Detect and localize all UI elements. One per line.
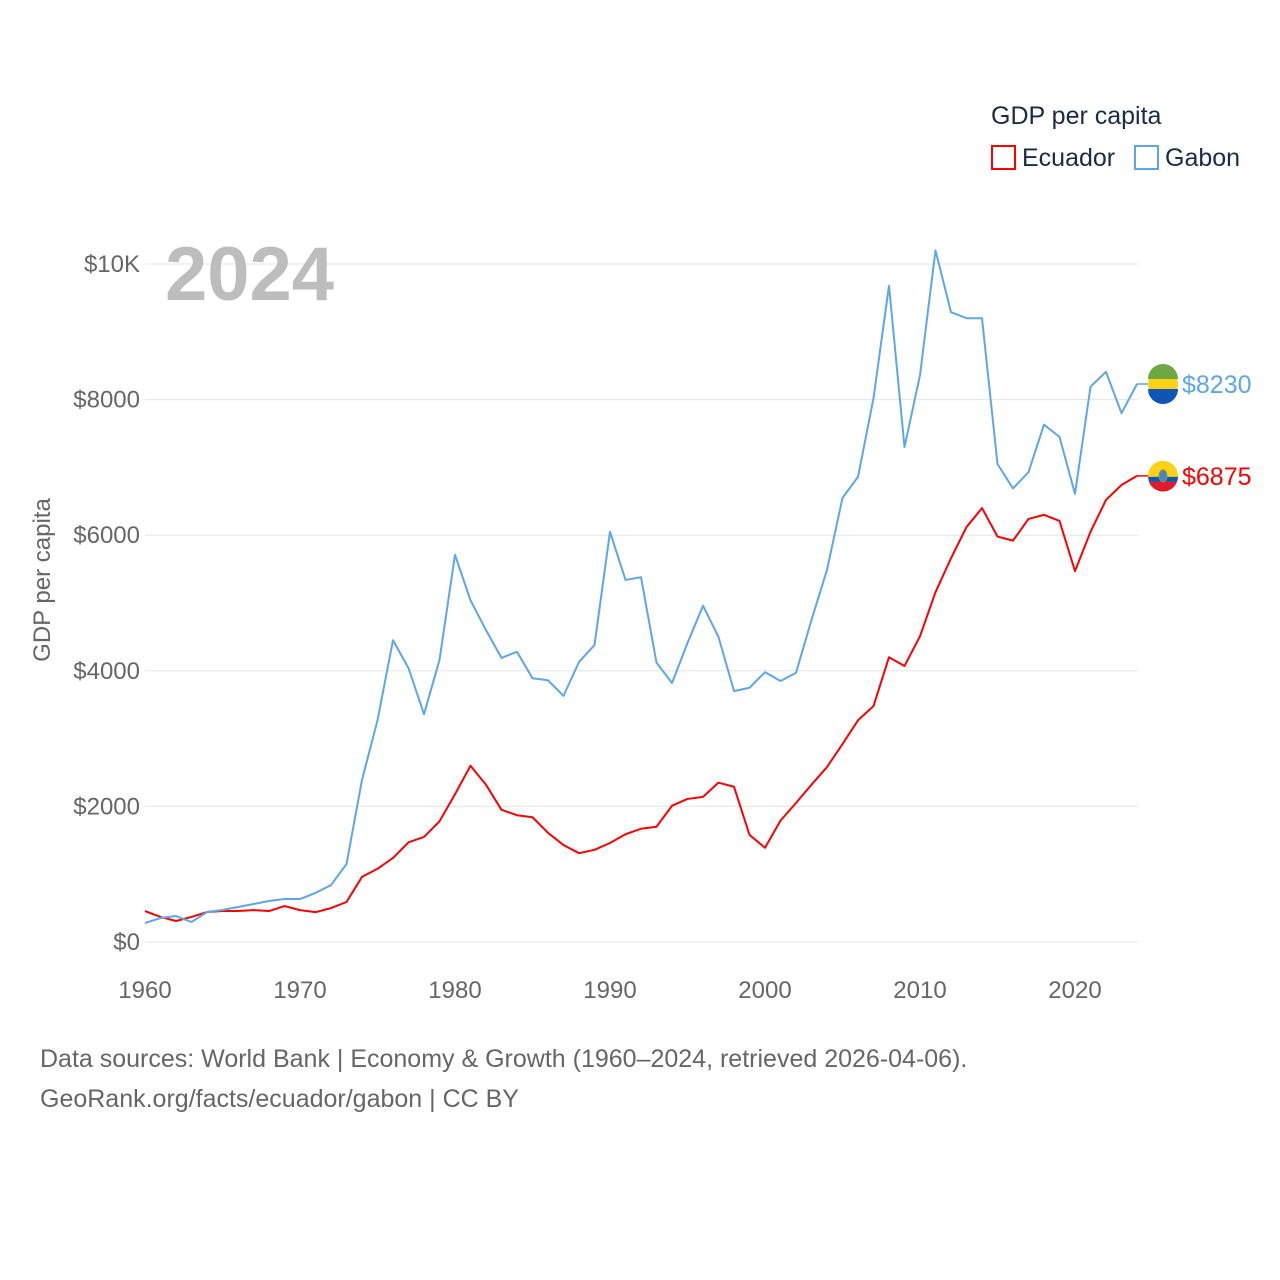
y-tick-label: $0 bbox=[113, 929, 140, 956]
flag-stripe bbox=[1148, 389, 1178, 405]
x-tick-label: 2020 bbox=[1048, 977, 1101, 1004]
legend-item-ecuador: Ecuador bbox=[1022, 144, 1115, 172]
x-tick-label: 1980 bbox=[428, 977, 481, 1004]
y-tick-label: $4000 bbox=[73, 658, 140, 685]
x-tick-label: 1960 bbox=[118, 977, 171, 1004]
series-line-ecuador bbox=[144, 475, 1138, 922]
legend-swatch-ecuador bbox=[991, 145, 1016, 170]
flag-stripe bbox=[1149, 481, 1177, 492]
end-value-label-ecuador: $6875 bbox=[1182, 463, 1252, 491]
x-tick-label: 2000 bbox=[738, 977, 791, 1004]
footer-sources: Data sources: World Bank | Economy & Gro… bbox=[40, 1045, 968, 1073]
legend-title: GDP per capita bbox=[991, 102, 1162, 130]
y-tick-label: $10K bbox=[84, 251, 140, 278]
y-tick-label: $6000 bbox=[73, 522, 140, 549]
flag-stripe bbox=[1148, 364, 1178, 380]
footer-link[interactable]: GeoRank.org/facts/ecuador/gabon | CC BY bbox=[40, 1085, 519, 1113]
legend-item-gabon: Gabon bbox=[1165, 144, 1240, 172]
legend-swatch-gabon bbox=[1134, 145, 1159, 170]
x-tick-label: 1970 bbox=[273, 977, 326, 1004]
year-label: 2024 bbox=[165, 232, 334, 317]
y-tick-label: $8000 bbox=[73, 387, 140, 414]
end-value-label-gabon: $8230 bbox=[1182, 371, 1252, 399]
flag-emblem bbox=[1158, 469, 1168, 483]
y-tick-label: $2000 bbox=[73, 793, 140, 820]
series-line-gabon bbox=[144, 249, 1138, 924]
x-tick-label: 2010 bbox=[893, 977, 946, 1004]
y-axis-label: GDP per capita bbox=[29, 498, 56, 662]
x-tick-label: 1990 bbox=[583, 977, 636, 1004]
